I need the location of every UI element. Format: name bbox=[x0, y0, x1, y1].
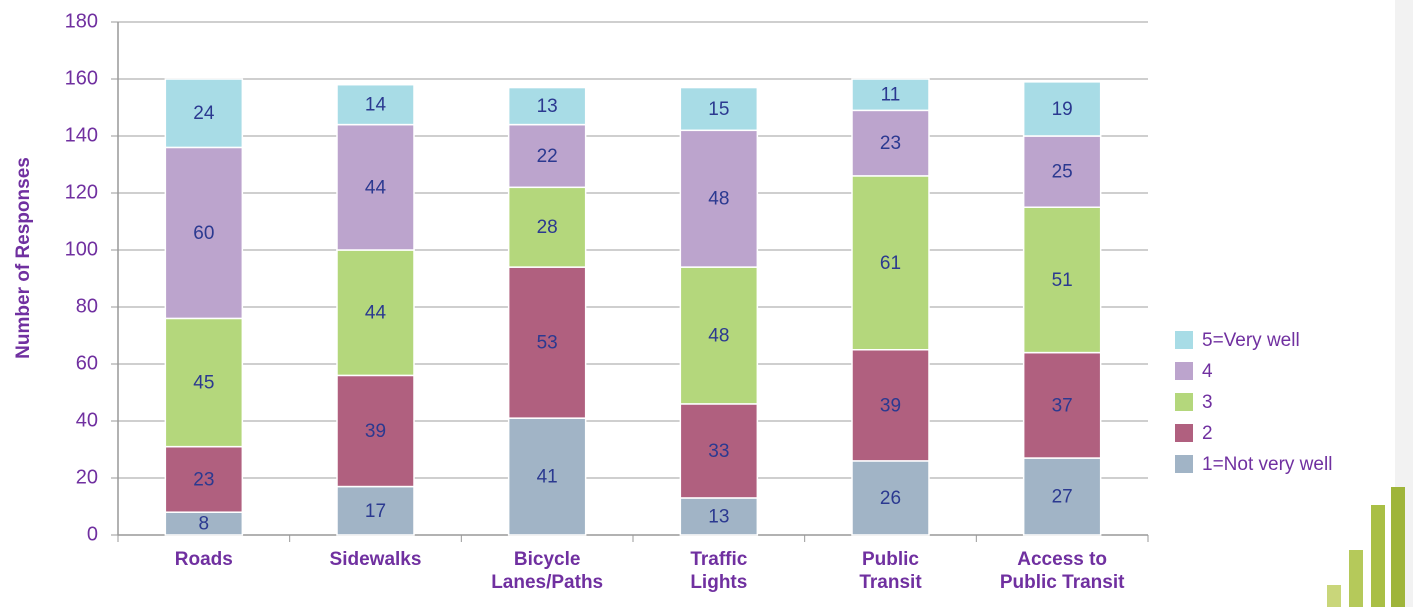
y-tick-label: 20 bbox=[76, 466, 98, 488]
data-label: 48 bbox=[708, 326, 729, 347]
bar-segment bbox=[507, 266, 587, 419]
data-label: 17 bbox=[365, 501, 386, 522]
x-tick-label: Traffic Lights bbox=[690, 549, 748, 593]
data-label: 14 bbox=[365, 95, 387, 116]
y-tick-label: 80 bbox=[76, 295, 98, 317]
y-axis-title: Number of Responses bbox=[13, 157, 34, 359]
legend-swatch bbox=[1175, 393, 1193, 411]
bar-segment bbox=[507, 86, 587, 126]
legend-swatch bbox=[1175, 331, 1193, 349]
legend-swatch bbox=[1175, 362, 1193, 380]
x-tick-label: Public Transit bbox=[859, 549, 922, 593]
bar-segment bbox=[679, 497, 759, 536]
bar-segment bbox=[1022, 206, 1102, 354]
data-label: 24 bbox=[193, 103, 215, 124]
x-tick-label: Roads bbox=[174, 549, 233, 570]
x-tick-label: Access to Public Transit bbox=[999, 549, 1125, 593]
bar-segment bbox=[336, 374, 415, 488]
legend-swatch bbox=[1175, 455, 1193, 473]
data-label: 33 bbox=[708, 441, 729, 462]
logo bbox=[1391, 487, 1405, 607]
data-label: 44 bbox=[365, 303, 387, 324]
data-label: 19 bbox=[1052, 99, 1073, 120]
logo bbox=[1349, 550, 1363, 607]
y-tick-label: 40 bbox=[76, 409, 98, 431]
legend-label: 5=Very well bbox=[1202, 330, 1300, 351]
side-strip bbox=[1395, 0, 1413, 607]
legend-label: 2 bbox=[1202, 423, 1213, 444]
data-label: 37 bbox=[1052, 395, 1073, 416]
data-label: 26 bbox=[880, 488, 901, 509]
logo bbox=[1327, 585, 1341, 607]
bar-segment bbox=[164, 78, 244, 149]
bar-segment bbox=[851, 109, 930, 177]
data-label: 44 bbox=[365, 177, 387, 198]
data-label: 27 bbox=[1052, 487, 1073, 508]
data-label: 25 bbox=[1052, 162, 1073, 183]
logo bbox=[1371, 505, 1385, 607]
data-label: 11 bbox=[881, 85, 901, 106]
bar-segment bbox=[336, 123, 415, 251]
data-label: 13 bbox=[537, 96, 558, 117]
data-label: 8 bbox=[199, 514, 210, 535]
data-label: 23 bbox=[880, 133, 901, 154]
legend-label: 1=Not very well bbox=[1202, 454, 1332, 475]
bar-segment bbox=[336, 249, 415, 377]
data-label: 13 bbox=[708, 506, 729, 527]
legend-swatch bbox=[1175, 424, 1193, 442]
data-label: 45 bbox=[193, 373, 214, 394]
y-tick-label: 160 bbox=[65, 67, 98, 89]
bar-segment bbox=[336, 83, 415, 126]
y-tick-label: 100 bbox=[65, 238, 98, 260]
data-label: 22 bbox=[537, 146, 558, 167]
data-label: 61 bbox=[880, 253, 901, 274]
x-tick-label: Sidewalks bbox=[329, 549, 422, 570]
y-tick-label: 120 bbox=[65, 181, 98, 203]
data-label: 39 bbox=[880, 395, 901, 416]
y-tick-label: 60 bbox=[76, 352, 98, 374]
data-label: 23 bbox=[193, 469, 214, 490]
bar-segment bbox=[1022, 351, 1102, 459]
bar-segment bbox=[1022, 135, 1102, 208]
bar-segment bbox=[679, 129, 759, 268]
legend-label: 3 bbox=[1202, 392, 1213, 413]
x-tick-label: Bicycle Lanes/Paths bbox=[491, 549, 604, 593]
y-tick-label: 0 bbox=[87, 523, 98, 545]
bar-segment bbox=[679, 86, 759, 132]
data-label: 39 bbox=[365, 421, 386, 442]
data-label: 28 bbox=[537, 217, 558, 238]
bar-segment bbox=[851, 78, 930, 112]
bar-segment bbox=[1022, 81, 1102, 137]
bar-segment bbox=[679, 266, 759, 405]
y-tick-label: 140 bbox=[65, 124, 98, 146]
data-label: 53 bbox=[537, 333, 558, 354]
data-label: 48 bbox=[708, 189, 729, 210]
bar-segment bbox=[851, 175, 930, 351]
y-tick-label: 180 bbox=[65, 10, 98, 32]
bar-segment bbox=[336, 485, 415, 536]
data-label: 15 bbox=[708, 99, 729, 120]
bar-segment bbox=[507, 123, 587, 189]
bar-segment bbox=[507, 417, 587, 536]
bar-segment bbox=[164, 146, 244, 320]
bar-segment bbox=[679, 403, 759, 499]
data-label: 60 bbox=[193, 223, 214, 244]
legend-label: 4 bbox=[1202, 361, 1213, 382]
data-label: 51 bbox=[1052, 270, 1073, 291]
data-label: 41 bbox=[537, 467, 558, 488]
bar-segment bbox=[851, 460, 930, 536]
